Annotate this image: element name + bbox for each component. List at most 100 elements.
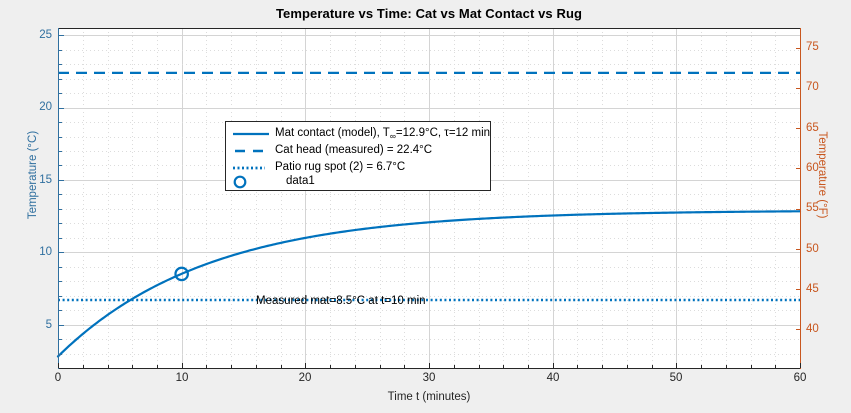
tick-x-minor bbox=[651, 365, 653, 368]
legend-entry-patio-rug[interactable]: Patio rug spot (2) = 6.7°C bbox=[226, 159, 490, 176]
series-mat-contact-curve bbox=[56, 210, 802, 358]
tick-x-minor bbox=[354, 365, 356, 368]
tick-y-left-major bbox=[59, 325, 64, 326]
tick-x-major bbox=[182, 363, 183, 368]
legend-entry-cat-head[interactable]: Cat head (measured) = 22.4°C bbox=[226, 142, 490, 159]
legend-label-data1: data1 bbox=[286, 175, 315, 187]
tick-x-minor bbox=[478, 365, 480, 368]
tick-y-right-major bbox=[796, 329, 801, 331]
legend-swatch-dotted-line bbox=[232, 159, 270, 176]
tick-x-minor bbox=[404, 365, 406, 368]
page-title: Temperature vs Time: Cat vs Mat Contact … bbox=[275, 6, 583, 21]
y-axis-left-title: Temperature (°C) bbox=[27, 130, 39, 220]
tick-y-left-minor bbox=[59, 237, 62, 239]
tick-label-y-right: 60 bbox=[806, 162, 819, 174]
gridline-minor-vertical bbox=[725, 28, 727, 368]
gridline-minor-vertical bbox=[354, 28, 356, 368]
gridline-major-vertical bbox=[552, 28, 554, 368]
gridline-minor-vertical bbox=[577, 28, 579, 368]
tick-x-major bbox=[58, 363, 59, 368]
tick-label-y-left: 10 bbox=[39, 246, 52, 258]
tick-x-major bbox=[800, 363, 801, 368]
tick-y-left-minor bbox=[59, 49, 62, 51]
tick-label-x: 30 bbox=[422, 372, 436, 384]
gridline-minor-vertical bbox=[404, 28, 406, 368]
tick-label-y-left: 20 bbox=[39, 101, 52, 113]
tick-x-minor bbox=[82, 365, 84, 368]
tick-label-y-right: 50 bbox=[806, 243, 819, 255]
gridline-minor-vertical bbox=[503, 28, 505, 368]
legend-label-mat-contact-subscript: ∞ bbox=[389, 130, 396, 141]
gridline-major-vertical bbox=[305, 28, 307, 368]
tick-label-y-right: 65 bbox=[806, 122, 819, 134]
tick-y-left-major bbox=[59, 35, 64, 36]
y-axis-right-title: Temperature (°F) bbox=[816, 131, 828, 219]
tick-y-left-minor bbox=[59, 310, 62, 312]
tick-x-major bbox=[553, 363, 554, 368]
tick-y-left-minor bbox=[59, 64, 62, 66]
gridline-minor-horizontal bbox=[58, 223, 800, 225]
gridline-minor-vertical bbox=[750, 28, 752, 368]
tick-y-left-minor bbox=[59, 223, 62, 225]
gridline-minor-vertical bbox=[527, 28, 529, 368]
tick-x-major bbox=[429, 363, 430, 368]
tick-y-left-minor bbox=[59, 78, 62, 80]
axis-right-border bbox=[800, 28, 801, 369]
legend-entry-data1[interactable]: data1 bbox=[226, 173, 490, 190]
tick-y-left-minor bbox=[59, 136, 62, 138]
measured-mat-annotation: Measured mat=8.5°C at t=10 min bbox=[256, 295, 426, 307]
plot-area: Measured mat=8.5°C at t=10 min Mat conta… bbox=[56, 28, 802, 368]
gridline-minor-vertical bbox=[280, 28, 282, 368]
tick-x-minor bbox=[255, 365, 257, 368]
tick-label-y-left: 15 bbox=[39, 174, 52, 186]
gridline-major-vertical bbox=[429, 28, 430, 368]
gridline-minor-vertical bbox=[701, 28, 702, 368]
tick-y-left-minor bbox=[59, 266, 62, 268]
data-point-marker[interactable] bbox=[174, 266, 189, 282]
gridline-minor-vertical bbox=[206, 28, 208, 368]
tick-x-minor bbox=[107, 365, 109, 368]
tick-x-minor bbox=[231, 365, 233, 368]
tick-label-y-right: 70 bbox=[806, 81, 819, 93]
gridline-major-horizontal bbox=[58, 35, 800, 37]
legend-swatch-dashed-line bbox=[232, 142, 270, 159]
tick-label-x: 40 bbox=[546, 372, 560, 384]
tick-x-minor bbox=[775, 365, 777, 368]
gridline-minor-vertical bbox=[107, 28, 109, 368]
gridline-major-vertical bbox=[181, 28, 183, 368]
tick-x-minor bbox=[453, 365, 455, 368]
tick-label-x: 0 bbox=[54, 372, 62, 384]
x-axis-title: Time t (minutes) bbox=[387, 391, 471, 403]
tick-x-minor bbox=[379, 365, 381, 368]
tick-x-major bbox=[676, 363, 677, 368]
tick-y-right-major bbox=[796, 248, 801, 250]
tick-label-y-left: 5 bbox=[45, 319, 52, 331]
tick-y-right-major bbox=[796, 47, 801, 49]
tick-x-minor bbox=[750, 365, 752, 368]
tick-label-x: 20 bbox=[298, 372, 312, 384]
axis-top-border bbox=[58, 28, 801, 29]
legend-swatch-solid-line bbox=[232, 125, 270, 142]
gridline-minor-horizontal bbox=[58, 78, 800, 80]
legend-swatch-circle-marker bbox=[232, 173, 270, 190]
tick-label-y-right: 75 bbox=[806, 41, 819, 53]
gridline-minor-vertical bbox=[231, 28, 233, 368]
tick-x-minor bbox=[701, 365, 702, 368]
tick-label-x: 10 bbox=[175, 372, 189, 384]
gridline-minor-vertical bbox=[157, 28, 158, 368]
axis-left-border bbox=[58, 28, 59, 369]
legend[interactable]: Mat contact (model), T∞=12.9°C, τ=12 min… bbox=[225, 121, 491, 191]
gridline-minor-horizontal bbox=[58, 281, 800, 283]
legend-entry-mat-contact[interactable]: Mat contact (model), T∞=12.9°C, τ=12 min bbox=[226, 125, 490, 142]
tick-y-left-major bbox=[59, 108, 64, 109]
gridline-major-horizontal bbox=[58, 324, 800, 326]
tick-y-left-minor bbox=[59, 353, 62, 355]
gridline-minor-horizontal bbox=[58, 339, 800, 341]
tick-x-minor bbox=[725, 365, 727, 368]
tick-x-minor bbox=[626, 365, 628, 368]
tick-y-left-minor bbox=[59, 339, 62, 341]
gridline-minor-vertical bbox=[651, 28, 653, 368]
tick-y-right-major bbox=[796, 289, 801, 290]
gridline-major-horizontal bbox=[58, 252, 800, 254]
tick-label-x: 60 bbox=[793, 372, 807, 384]
